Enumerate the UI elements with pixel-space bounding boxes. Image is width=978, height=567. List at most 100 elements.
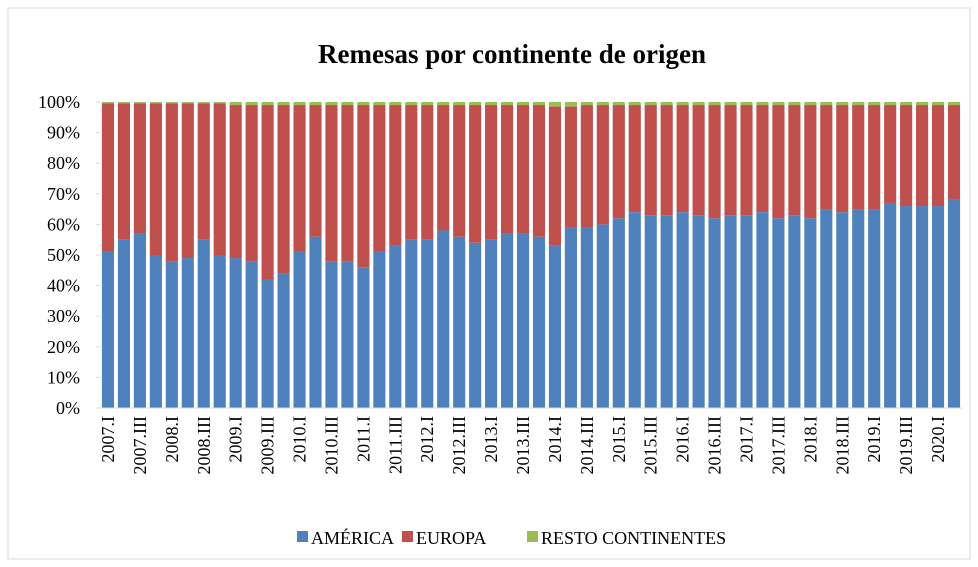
bar-segment [149,255,162,408]
bar-segment [261,105,274,280]
bar-segment [644,215,657,408]
bar-segment [389,102,402,106]
y-tick-label: 90% [47,123,80,143]
bar-segment [277,273,290,408]
bar-segment [245,105,258,262]
bar-segment [421,102,434,106]
bar-segment [341,102,354,106]
y-tick-label: 100% [38,92,80,112]
bar-segment [245,261,258,408]
bar-segment [820,105,833,210]
bar-segment [756,212,769,408]
bar-segment [740,102,753,106]
bar-segment [596,105,609,225]
bar-segment [852,209,865,408]
bar-segment [325,105,338,262]
bar-segment [469,105,482,243]
bar-segment [788,105,801,216]
x-tick-label: 2010.I [290,416,310,463]
y-tick-label: 20% [47,337,80,357]
bar-segment [644,102,657,106]
bar-segment [357,102,370,106]
bar-segment [724,102,737,106]
x-tick-label: 2015.III [641,416,661,474]
bar-segment [149,103,162,255]
bar-segment [836,102,849,106]
bar-segment [133,103,146,234]
bar-segment [564,227,577,408]
bar-segment [309,105,322,237]
bar-segment [405,239,418,408]
bar-segment [341,261,354,408]
x-tick-label: 2008.III [194,416,214,474]
bar-segment [564,102,577,107]
bar-segment [947,102,961,106]
bar-segment [181,102,194,104]
bar-segment [197,102,210,104]
bar-segment [133,102,146,104]
bar-segment [628,102,641,106]
bar-segment [373,105,386,252]
x-tick-label: 2011.III [385,416,405,474]
x-tick-label: 2019.I [864,416,884,463]
bar-segment [548,106,562,246]
bar-segment [293,102,306,106]
bar-segment [580,102,593,106]
x-tick-label: 2017.III [768,416,788,474]
bar-segment [676,212,689,408]
bar-segment [836,105,849,213]
bar-segment [788,215,801,408]
x-tick-label: 2007.III [130,416,150,474]
y-tick-label: 40% [47,276,80,296]
bar-segment [756,105,769,213]
bar-segment [165,103,178,262]
bar-segment [213,102,226,104]
y-tick-label: 70% [47,184,80,204]
bar-segment [101,251,115,408]
bar-segment [101,103,115,252]
bar-segment [931,102,945,106]
bar-segment [213,255,226,408]
bar-segment [500,102,514,106]
bar-segment [453,102,466,106]
bar-segment [740,215,753,408]
bar-segment [437,230,450,408]
bar-segment [931,206,945,408]
bar-segment [133,233,146,408]
bar-segment [884,102,897,106]
bar-segment [500,233,514,408]
bar-segment [469,242,482,408]
bar-segment [660,105,673,216]
bar-segment [261,279,274,408]
bar-segment [884,202,897,408]
bar-segment [660,215,673,408]
x-tick-label: 2008.I [162,416,182,463]
x-tick-label: 2013.I [481,416,501,463]
x-tick-label: 2009.III [258,416,278,474]
x-tick-label: 2010.III [321,416,341,474]
bar-segment [564,106,577,228]
x-tick-label: 2018.I [800,416,820,463]
bar-segment [389,105,402,246]
bar-segment [532,102,546,106]
bar-segment [548,102,562,107]
bar-segment [947,199,961,408]
bar-segment [309,102,322,106]
bar-segment [580,105,593,228]
x-tick-label: 2020.I [928,416,948,463]
x-tick-label: 2013.III [513,416,533,474]
bar-segment [485,102,498,106]
x-tick-label: 2018.III [832,416,852,474]
bar-segment [724,105,737,216]
bar-segment [612,105,625,219]
bar-segment [485,239,498,408]
bar-segment [197,103,210,240]
bar-segment [772,102,785,106]
bar-segment [788,102,801,106]
bar-segment [405,102,418,106]
bar-segment [772,218,785,408]
bar-segment [516,105,530,234]
bar-segment [947,105,961,200]
bar-segment [900,105,913,207]
bar-segment [277,102,290,106]
